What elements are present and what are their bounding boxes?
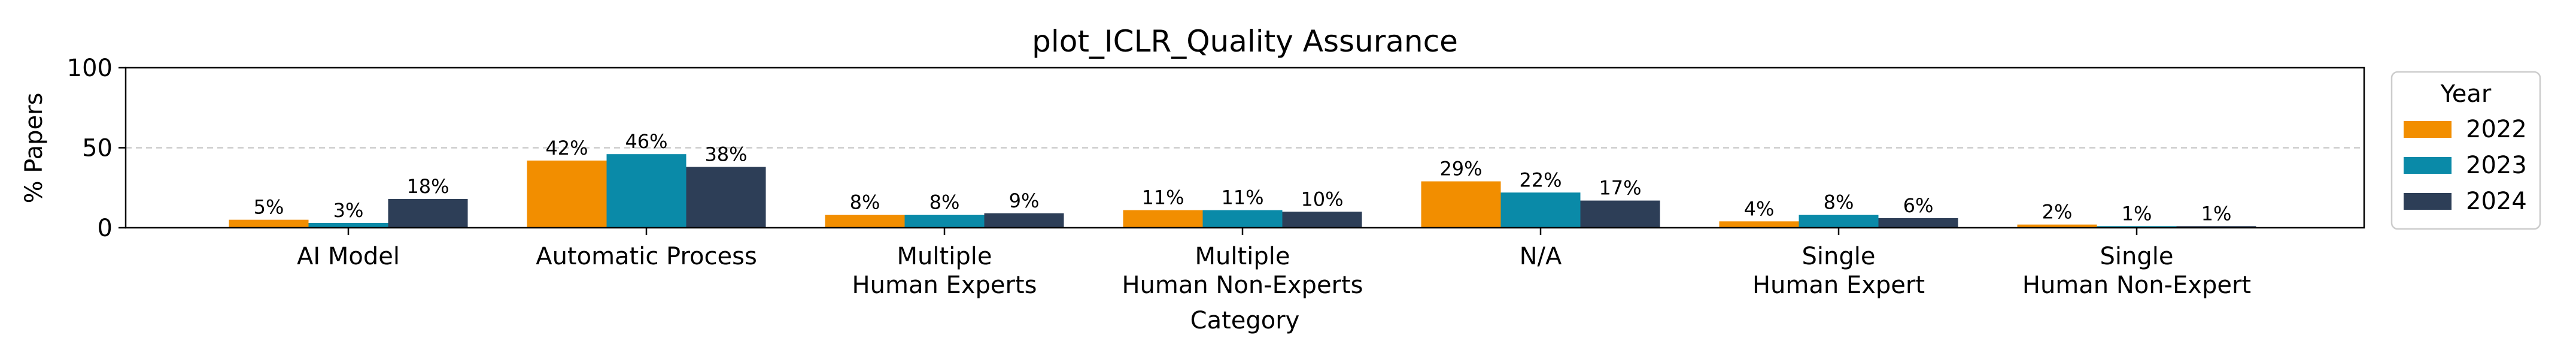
legend: Year 2022 2023 2024	[2390, 71, 2541, 230]
x-tick-label: Automatic Process	[536, 243, 757, 270]
legend-swatch	[2404, 157, 2452, 174]
bar-value-label: 6%	[1903, 194, 1934, 217]
y-tick-label: 0	[98, 215, 113, 242]
bar	[2176, 226, 2256, 228]
bar-value-label: 3%	[333, 199, 364, 222]
chart-title: plot_ICLR_Quality Assurance	[1032, 24, 1458, 59]
bar-value-label: 17%	[1599, 177, 1641, 200]
bar-value-label: 46%	[625, 130, 667, 153]
bar	[1500, 192, 1581, 228]
legend-swatch	[2404, 121, 2452, 138]
x-tick-label: Multiple	[897, 243, 992, 270]
x-tick-label: Human Non-Expert	[2022, 272, 2251, 299]
bar-value-label: 11%	[1141, 186, 1184, 209]
x-tick-label: Human Experts	[852, 272, 1037, 299]
bar	[1421, 181, 1501, 228]
bar	[2017, 224, 2097, 228]
bar-value-label: 1%	[2201, 202, 2232, 225]
bar-value-label: 2%	[2042, 201, 2073, 224]
bar	[825, 215, 905, 228]
legend-box	[2390, 71, 2541, 230]
bar	[1282, 212, 1362, 228]
x-tick-label: Multiple	[1195, 243, 1290, 270]
legend-entry: 2023	[2466, 152, 2527, 179]
legend-swatch	[2404, 193, 2452, 210]
bar-value-label: 5%	[254, 196, 284, 219]
bar	[388, 198, 468, 228]
bar	[527, 160, 607, 228]
bar-value-label: 1%	[2122, 202, 2152, 225]
bar	[686, 167, 766, 228]
bar	[2097, 226, 2177, 228]
bar-value-label: 11%	[1221, 186, 1263, 209]
bar	[1123, 210, 1203, 228]
legend-title: Year	[2440, 80, 2492, 108]
bar-value-label: 4%	[1744, 197, 1775, 220]
bar-value-label: 8%	[1824, 191, 1854, 214]
x-tick-label: Single	[2100, 243, 2174, 270]
bar-value-label: 8%	[929, 191, 960, 214]
bar	[606, 154, 686, 228]
y-tick-label: 100	[67, 55, 113, 82]
bar-value-label: 42%	[545, 137, 588, 159]
bar-value-label: 38%	[704, 143, 747, 166]
x-tick-label: N/A	[1520, 243, 1562, 270]
legend-entry: 2024	[2466, 188, 2527, 215]
bar-value-label: 22%	[1519, 168, 1562, 191]
bar-value-label: 29%	[1439, 158, 1482, 180]
bar	[308, 222, 388, 228]
bar	[1719, 221, 1799, 228]
y-tick-label: 50	[82, 135, 113, 162]
bar	[1799, 215, 1879, 228]
bar	[984, 213, 1064, 228]
y-axis-label: % Papers	[20, 93, 48, 204]
bar-value-label: 9%	[1009, 189, 1040, 212]
bar-value-label: 18%	[406, 175, 449, 198]
bar	[1202, 210, 1283, 228]
x-tick-label: AI Model	[297, 243, 400, 270]
x-tick-label: Human Non-Experts	[1122, 272, 1363, 299]
legend-entry: 2022	[2466, 116, 2527, 143]
bar	[1878, 218, 1958, 228]
x-tick-label: Single	[1802, 243, 1876, 270]
bar	[229, 219, 309, 228]
x-tick-label: Human Expert	[1752, 272, 1925, 299]
bar-value-label: 8%	[850, 191, 880, 214]
bar	[1580, 200, 1660, 228]
x-axis-label: Category	[1190, 307, 1300, 334]
bar	[904, 215, 985, 228]
bar-value-label: 10%	[1301, 188, 1343, 210]
